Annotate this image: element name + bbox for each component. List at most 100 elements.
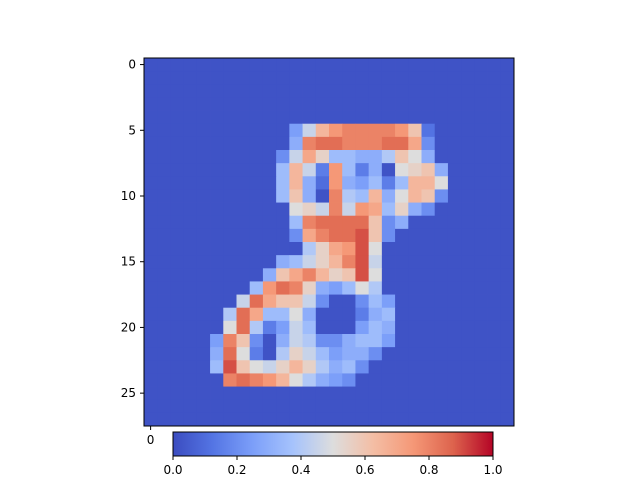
heatmap-cell xyxy=(289,320,303,335)
heatmap-cell xyxy=(276,228,290,243)
heatmap-cell xyxy=(196,58,211,72)
heatmap-cell xyxy=(500,255,515,269)
heatmap-cell xyxy=(368,242,383,256)
heatmap-cells xyxy=(144,58,515,427)
heatmap-cell xyxy=(447,202,462,217)
heatmap-cell xyxy=(236,386,251,401)
heatmap-cell xyxy=(196,373,211,387)
heatmap-cell xyxy=(500,294,515,309)
heatmap-cell xyxy=(223,150,237,164)
heatmap-cell xyxy=(315,360,330,374)
heatmap-cell xyxy=(302,320,317,335)
heatmap-cell xyxy=(210,307,224,322)
heatmap-cell xyxy=(302,386,317,401)
heatmap-cell xyxy=(170,268,185,282)
heatmap-cell xyxy=(210,123,224,138)
heatmap-cell xyxy=(302,136,317,151)
heatmap-cell xyxy=(223,373,237,387)
heatmap-cell xyxy=(236,412,251,427)
heatmap-cell xyxy=(461,176,475,190)
heatmap-cell xyxy=(315,255,330,269)
heatmap-cell xyxy=(276,176,290,190)
heatmap-cell xyxy=(474,110,488,125)
heatmap-cell xyxy=(408,228,422,243)
heatmap-cell xyxy=(236,189,251,203)
heatmap-cell xyxy=(474,373,488,387)
heatmap-cell xyxy=(434,202,449,217)
heatmap-cell xyxy=(487,228,502,243)
heatmap-cell xyxy=(461,189,475,203)
heatmap-cell xyxy=(355,334,370,348)
heatmap-cell xyxy=(236,176,251,190)
heatmap-cell xyxy=(395,412,409,427)
heatmap-cell xyxy=(249,215,264,230)
heatmap-cell xyxy=(342,189,356,203)
heatmap-cell xyxy=(474,242,488,256)
heatmap-cell xyxy=(289,176,303,190)
heatmap-cell xyxy=(196,399,211,414)
heatmap-cell xyxy=(487,136,502,151)
heatmap-cell xyxy=(355,215,370,230)
heatmap-cell xyxy=(368,228,383,243)
heatmap-cell xyxy=(355,307,370,322)
heatmap-cell xyxy=(170,150,185,164)
heatmap-cell xyxy=(342,242,356,256)
heatmap-cell xyxy=(276,307,290,322)
heatmap-cell xyxy=(236,347,251,361)
heatmap-cell xyxy=(329,202,343,217)
heatmap-cell xyxy=(276,320,290,335)
heatmap-cell xyxy=(368,255,383,269)
heatmap-cell xyxy=(196,334,211,348)
heatmap-cell xyxy=(487,84,502,98)
heatmap-cell xyxy=(368,110,383,125)
heatmap-cell xyxy=(276,123,290,138)
heatmap-cell xyxy=(223,242,237,256)
heatmap-cell xyxy=(447,84,462,98)
heatmap-cell xyxy=(342,386,356,401)
heatmap-cell xyxy=(500,71,515,85)
heatmap-cell xyxy=(144,58,158,72)
heatmap-cell xyxy=(249,268,264,282)
heatmap-cell xyxy=(276,360,290,374)
heatmap-cell xyxy=(355,58,370,72)
heatmap-cell xyxy=(276,189,290,203)
heatmap-cell xyxy=(381,202,396,217)
heatmap-cell xyxy=(183,399,198,414)
heatmap-cell xyxy=(144,294,158,309)
heatmap-cell xyxy=(315,334,330,348)
heatmap-cell xyxy=(408,399,422,414)
heatmap-cell xyxy=(500,110,515,125)
heatmap-cell xyxy=(395,386,409,401)
heatmap-cell xyxy=(183,176,198,190)
heatmap-cell xyxy=(276,347,290,361)
heatmap-cell xyxy=(355,84,370,98)
heatmap-cell xyxy=(315,150,330,164)
heatmap-cell xyxy=(157,360,171,374)
heatmap-cell xyxy=(249,307,264,322)
heatmap-cell xyxy=(157,412,171,427)
heatmap-cell xyxy=(210,110,224,125)
heatmap-cell xyxy=(315,176,330,190)
heatmap-cell xyxy=(474,294,488,309)
heatmap-cell xyxy=(368,189,383,203)
heatmap-cell xyxy=(144,97,158,111)
heatmap-cell xyxy=(447,189,462,203)
heatmap-cell xyxy=(236,110,251,125)
heatmap-cell xyxy=(183,412,198,427)
colorbar-gradient xyxy=(173,432,493,456)
heatmap-cell xyxy=(474,268,488,282)
heatmap-cell xyxy=(434,58,449,72)
heatmap-cell xyxy=(487,123,502,138)
heatmap-cell xyxy=(289,294,303,309)
heatmap-cell xyxy=(329,58,343,72)
heatmap-cell xyxy=(196,215,211,230)
heatmap-cell xyxy=(342,176,356,190)
heatmap-cell xyxy=(447,320,462,335)
heatmap-cell xyxy=(474,163,488,177)
heatmap-cell xyxy=(342,268,356,282)
heatmap-cell xyxy=(487,307,502,322)
heatmap-cell xyxy=(447,268,462,282)
colorbar-tick-label: 0.0 xyxy=(163,463,182,477)
heatmap-cell xyxy=(210,320,224,335)
heatmap-cell xyxy=(315,228,330,243)
